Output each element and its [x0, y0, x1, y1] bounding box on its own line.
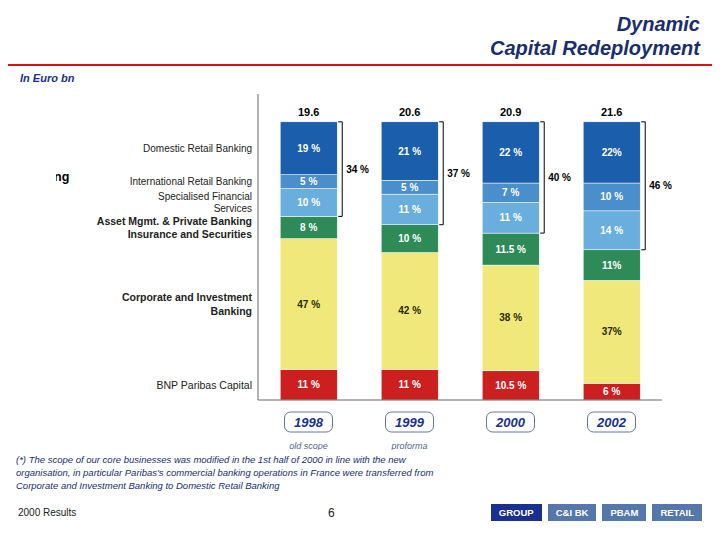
svg-text:6 %: 6 %: [603, 386, 620, 397]
svg-text:37 %: 37 %: [447, 168, 470, 179]
svg-text:42 %: 42 %: [398, 305, 421, 316]
svg-text:Domestic Retail Banking: Domestic Retail Banking: [143, 143, 252, 154]
svg-text:37%: 37%: [602, 326, 622, 337]
svg-text:10.5 %: 10.5 %: [495, 380, 526, 391]
svg-text:11 %: 11 %: [399, 379, 421, 390]
svg-text:Asset Mgmt. & Private Banking: Asset Mgmt. & Private Banking: [97, 215, 252, 227]
svg-text:8 %: 8 %: [300, 222, 317, 233]
svg-text:2002: 2002: [596, 415, 627, 430]
svg-text:5 %: 5 %: [401, 182, 418, 193]
svg-text:2000: 2000: [495, 415, 526, 430]
svg-text:40 %: 40 %: [548, 172, 571, 183]
svg-text:38 %: 38 %: [499, 312, 522, 323]
svg-text:20.6: 20.6: [399, 106, 420, 118]
svg-text:11.5 %: 11.5 %: [495, 244, 526, 255]
html-text:C&I BK: C&I BK: [555, 507, 589, 518]
svg-text:10 %: 10 %: [398, 233, 421, 244]
svg-text:old scope: old scope: [289, 441, 328, 450]
svg-text:Insurance and Securities: Insurance and Securities: [128, 228, 252, 240]
svg-text:Banking: Banking: [211, 305, 252, 317]
svg-text:11 %: 11 %: [399, 204, 421, 215]
svg-text:1998: 1998: [294, 415, 324, 430]
svg-text:11 %: 11 %: [298, 379, 320, 390]
svg-text:Specialised Financial: Specialised Financial: [158, 191, 252, 202]
html-text:RETAIL: RETAIL: [660, 507, 694, 518]
svg-text:46 %: 46 %: [649, 180, 672, 191]
svg-text:International Retail Banking: International Retail Banking: [130, 176, 252, 187]
svg-text:Services: Services: [214, 203, 252, 214]
svg-text:10 %: 10 %: [600, 191, 623, 202]
svg-text:10 %: 10 %: [297, 197, 320, 208]
html-text:2000 Results: 2000 Results: [18, 507, 77, 518]
svg-text:1999: 1999: [395, 415, 425, 430]
svg-text:22 %: 22 %: [499, 147, 522, 158]
svg-text:11%: 11%: [602, 260, 622, 271]
svg-text:34 %: 34 %: [346, 164, 369, 175]
svg-text:proforma: proforma: [390, 441, 427, 450]
svg-text:14 %: 14 %: [600, 225, 623, 236]
html-text:(*) The scope of our core busi: (*) The scope of our core businesses was…: [16, 454, 434, 491]
svg-text:21.6: 21.6: [601, 106, 622, 118]
svg-text:Corporate and Investment: Corporate and Investment: [122, 291, 253, 303]
svg-text:19.6: 19.6: [298, 106, 319, 118]
html-text:In Euro bn: In Euro bn: [20, 72, 75, 84]
svg-text:BNP Paribas Capital: BNP Paribas Capital: [156, 379, 252, 391]
html-text:GROUP: GROUP: [498, 507, 534, 518]
svg-text:11 %: 11 %: [500, 212, 522, 223]
svg-text:21 %: 21 %: [398, 146, 421, 157]
svg-text:22%: 22%: [602, 147, 622, 158]
html-text:Dynamic Capital Redeployment: Dynamic Capital Redeployment: [490, 13, 700, 59]
svg-text:7 %: 7 %: [502, 187, 519, 198]
svg-text:5 %: 5 %: [300, 176, 317, 187]
svg-text:47 %: 47 %: [297, 299, 320, 310]
svg-text:Banking: Banking: [56, 170, 69, 184]
svg-text:20.9: 20.9: [500, 106, 521, 118]
html-text:PBAM: PBAM: [610, 507, 639, 518]
html-text:6: 6: [328, 506, 335, 520]
svg-text:19 %: 19 %: [297, 143, 320, 154]
